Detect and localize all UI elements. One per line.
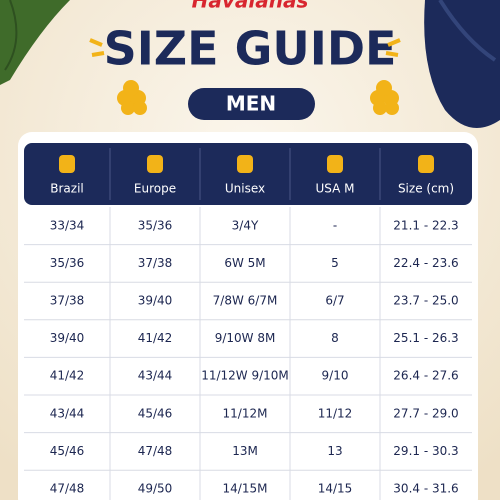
cell: 23.7 - 25.0 (393, 294, 458, 308)
cell: 11/12 (318, 406, 353, 420)
cell: 13M (232, 444, 258, 458)
cell: 47/48 (50, 482, 85, 496)
subtitle-pill (188, 88, 315, 120)
cell: 7/8W 6/7M (213, 294, 278, 308)
column-header: Europe (134, 182, 176, 196)
cell: 45/46 (50, 444, 85, 458)
column-icon (327, 155, 343, 173)
cell: 39/40 (50, 331, 85, 345)
cell: 9/10W 8M (215, 331, 276, 345)
flower (89, 38, 401, 115)
cell: 13 (327, 444, 342, 458)
column-icon (237, 155, 253, 173)
sandal (424, 0, 500, 128)
table-card (18, 132, 478, 500)
cell: 14/15 (318, 482, 353, 496)
brand: Havaianas (192, 0, 309, 13)
title: SIZE GUIDE (104, 22, 397, 76)
subtitle: MEN (226, 92, 276, 116)
cell: 33/34 (50, 218, 85, 232)
cell: 27.7 - 29.0 (393, 406, 458, 420)
cell: 35/36 (50, 256, 85, 270)
cell: 29.1 - 30.3 (393, 444, 458, 458)
cell: 22.4 - 23.6 (393, 256, 458, 270)
cell: 11/12M (223, 406, 268, 420)
column-icon (418, 155, 434, 173)
cell: - (333, 218, 337, 232)
cell: 43/44 (138, 369, 173, 383)
cell: 21.1 - 22.3 (393, 218, 458, 232)
column-header: Size (cm) (398, 182, 454, 196)
cell: 47/48 (138, 444, 173, 458)
cell: 26.4 - 27.6 (393, 369, 458, 383)
cell: 6W 5M (224, 256, 265, 270)
column-header: USA M (316, 182, 355, 196)
cell: 37/38 (50, 294, 85, 308)
cell: 6/7 (325, 294, 344, 308)
cell: 49/50 (138, 482, 173, 496)
cell: 14/15M (223, 482, 268, 496)
cell: 35/36 (138, 218, 173, 232)
column-header: Unisex (225, 182, 265, 196)
cell: 8 (331, 331, 339, 345)
cell: 41/42 (138, 331, 173, 345)
cell: 5 (331, 256, 339, 270)
cell: 3/4Y (232, 218, 259, 232)
column-header: Brazil (50, 182, 84, 196)
cell: 25.1 - 26.3 (393, 331, 458, 345)
cell: 11/12W 9/10M (201, 369, 289, 383)
column-icon (147, 155, 163, 173)
column-icon (59, 155, 75, 173)
cell: 30.4 - 31.6 (393, 482, 458, 496)
table-header (24, 143, 472, 205)
cell: 9/10 (322, 369, 349, 383)
cell: 41/42 (50, 369, 85, 383)
cell: 37/38 (138, 256, 173, 270)
cell: 45/46 (138, 406, 173, 420)
palm-leaf (0, 0, 70, 85)
cell: 39/40 (138, 294, 173, 308)
cell: 43/44 (50, 406, 85, 420)
